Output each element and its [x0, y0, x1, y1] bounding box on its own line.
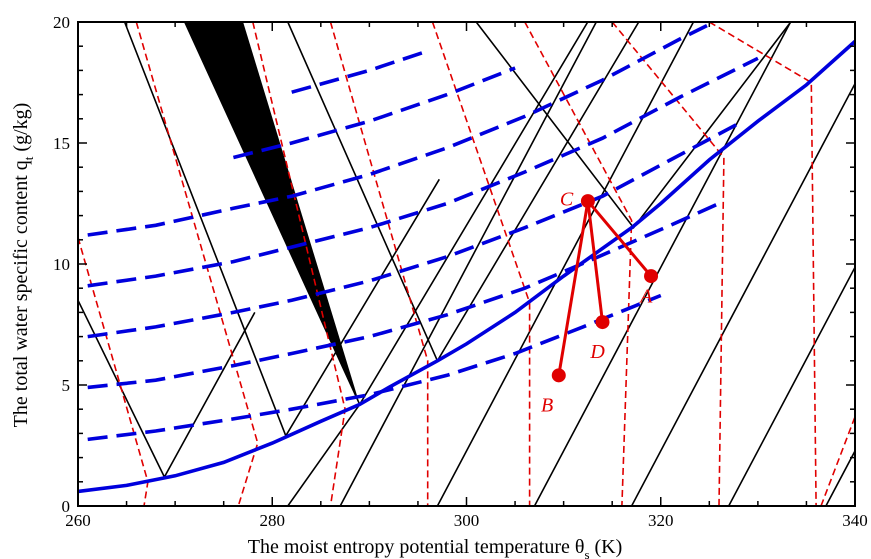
point-A	[644, 269, 659, 284]
segment-C-B	[557, 200, 590, 376]
x-tick-label: 320	[648, 511, 674, 530]
point-D	[595, 315, 610, 330]
y-tick-label: 15	[53, 134, 70, 153]
blue-dashed-line-0	[87, 293, 662, 442]
point-C	[580, 194, 595, 209]
segment-C-A	[586, 200, 653, 278]
x-tick-label: 260	[65, 511, 91, 530]
plot-area: A B C D	[78, 22, 855, 506]
axis-ticks: 260 280 300 320 340 0 5 10 15 20	[53, 13, 868, 530]
black-line-11	[825, 449, 855, 506]
y-axis-title: The total water specific content qt (g/k…	[10, 103, 36, 428]
point-label-B: B	[541, 394, 553, 416]
black-line-5	[287, 403, 361, 506]
red-dashed-line-5	[524, 22, 633, 506]
black-line-3	[287, 22, 640, 363]
red-dashed-line-3	[329, 22, 429, 506]
y-tick-label: 5	[62, 376, 71, 395]
blue-dashed-line-3	[87, 56, 759, 288]
x-tick-label: 300	[454, 511, 480, 530]
point-B	[551, 368, 566, 383]
y-tick-label: 0	[62, 497, 71, 516]
black-line-10	[727, 265, 855, 506]
point-label-D: D	[589, 341, 605, 363]
black-line-6	[339, 22, 598, 506]
black-line-9	[630, 81, 855, 506]
y-tick-label: 10	[53, 255, 70, 274]
black-line-7	[436, 22, 695, 506]
blue-dashed-line-4	[87, 22, 719, 237]
point-label-C: C	[560, 189, 574, 211]
x-axis-title: The moist entropy potential temperature …	[248, 536, 623, 559]
blue-dashed-line-5	[232, 66, 516, 160]
saturation-curve	[78, 40, 855, 494]
blue-dashed-line-2	[87, 122, 740, 339]
plot-frame	[77, 21, 856, 507]
red-dashed-line-1	[135, 22, 259, 506]
blue-dashed-line-1	[87, 201, 720, 390]
segment-C-D	[586, 200, 604, 323]
x-tick-label: 280	[260, 511, 286, 530]
red-dashed-line-7	[708, 22, 817, 506]
red-dashed-line-6	[611, 22, 725, 506]
point-label-A: A	[638, 285, 653, 307]
black-line-0	[78, 299, 256, 479]
y-tick-label: 20	[53, 13, 70, 32]
black-line-8	[533, 22, 792, 506]
blue-dashed-line-6	[291, 49, 429, 94]
x-tick-label: 340	[842, 511, 868, 530]
